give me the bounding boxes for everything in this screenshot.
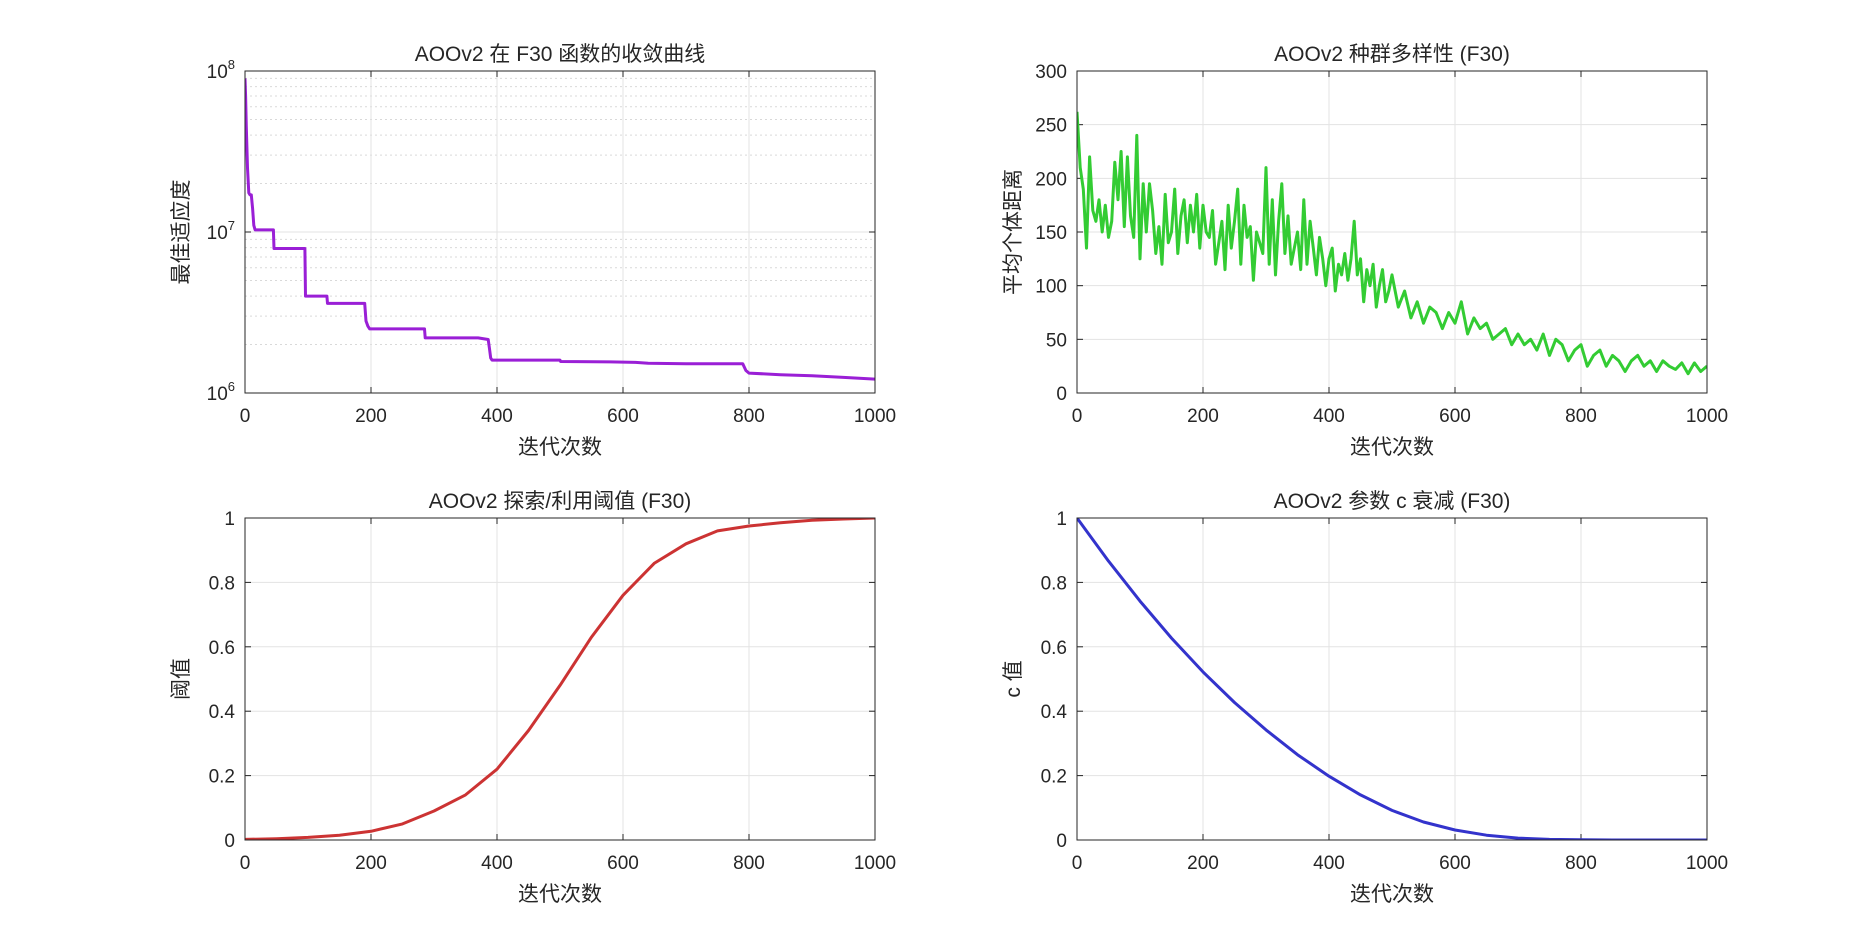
x-tick-label: 0 (1072, 406, 1083, 427)
x-tick-label: 400 (1313, 853, 1345, 874)
y-tick-label: 106 (207, 379, 235, 405)
subplot-2: 0 200 400 600 800 1000 0 50 100 150 200 250 300 AOOv2… (1002, 43, 1728, 459)
y-tick-label: 0.6 (1041, 638, 1067, 659)
y-tick-label: 1 (224, 509, 235, 530)
x-tick-label: 200 (1187, 853, 1219, 874)
x-tick-label: 800 (1565, 853, 1597, 874)
y-tick-label: 0.4 (209, 702, 236, 723)
x-tick-label: 800 (1565, 406, 1597, 427)
y-axis-label: 阈值 (170, 658, 193, 700)
y-tick-label: 100 (1035, 277, 1067, 298)
x-tick-label: 400 (481, 406, 513, 427)
y-tick-label: 300 (1035, 62, 1067, 83)
y-axis-label: c 值 (1002, 660, 1025, 697)
x-tick-label: 600 (607, 853, 639, 874)
x-axis-label: 迭代次数 (1350, 883, 1434, 906)
x-tick-label: 0 (240, 853, 251, 874)
x-tick-label: 1000 (854, 853, 896, 874)
y-tick-label: 0 (1056, 831, 1067, 852)
y-tick-label: 250 (1035, 116, 1067, 137)
axes-box (244, 517, 876, 841)
series-line-1 (1077, 111, 1707, 376)
x-tick-label: 800 (733, 853, 765, 874)
chart-title: AOOv2 种群多样性 (F30) (1274, 43, 1510, 66)
axes-box (1076, 70, 1708, 394)
axes-box (244, 70, 876, 394)
x-tick-label: 600 (607, 406, 639, 427)
subplot-1: 0 200 400 600 800 1000 106 107 108 AOOv2 在 F30 函数… (170, 43, 896, 459)
chart-title: AOOv2 探索/利用阈值 (F30) (429, 490, 692, 513)
y-tick-label: 0.6 (209, 638, 235, 659)
y-axis-label: 最佳适应度 (170, 180, 193, 285)
y-tick-label: 50 (1046, 330, 1067, 351)
y-tick-label: 0.4 (1041, 702, 1068, 723)
series-line-1 (245, 78, 875, 381)
x-tick-label: 200 (355, 853, 387, 874)
x-tick-label: 0 (1072, 853, 1083, 874)
x-tick-label: 0 (240, 406, 251, 427)
x-axis-label: 迭代次数 (1350, 436, 1434, 459)
subplot-3: 0 200 400 600 800 1000 0 0.2 0.4 0.6 0.8 1 AOOv2 探索/… (170, 490, 896, 906)
y-tick-label: 0 (1056, 384, 1067, 405)
x-tick-label: 400 (1313, 406, 1345, 427)
x-tick-label: 600 (1439, 853, 1471, 874)
plot-area (245, 518, 875, 840)
x-tick-label: 200 (355, 406, 387, 427)
axes-box (1076, 517, 1708, 841)
x-axis-label: 迭代次数 (518, 883, 602, 906)
x-tick-label: 1000 (1686, 406, 1728, 427)
x-tick-label: 1000 (854, 406, 896, 427)
x-axis-label: 迭代次数 (518, 436, 602, 459)
x-tick-label: 1000 (1686, 853, 1728, 874)
y-tick-label: 0 (224, 831, 235, 852)
y-tick-label: 0.8 (1041, 573, 1067, 594)
y-tick-label: 108 (207, 57, 235, 83)
plot-area (1077, 518, 1707, 840)
y-tick-label: 0.2 (1041, 767, 1067, 788)
subplot-4: 0 200 400 600 800 1000 0 0.2 0.4 0.6 0.8 1 AOOv2 参数 … (1002, 490, 1728, 906)
y-tick-label: 107 (207, 218, 235, 244)
x-tick-label: 800 (733, 406, 765, 427)
y-tick-label: 150 (1035, 223, 1067, 244)
series-line-1 (245, 518, 875, 840)
y-axis-label: 平均个体距离 (1002, 169, 1025, 295)
chart-title: AOOv2 参数 c 衰减 (F30) (1274, 490, 1511, 513)
chart-title: AOOv2 在 F30 函数的收敛曲线 (415, 43, 706, 66)
y-tick-label: 0.8 (209, 573, 235, 594)
y-tick-label: 200 (1035, 169, 1067, 190)
y-tick-label: 0.2 (209, 767, 235, 788)
x-tick-label: 600 (1439, 406, 1471, 427)
x-tick-label: 400 (481, 853, 513, 874)
x-tick-label: 200 (1187, 406, 1219, 427)
y-tick-label: 1 (1056, 509, 1067, 530)
